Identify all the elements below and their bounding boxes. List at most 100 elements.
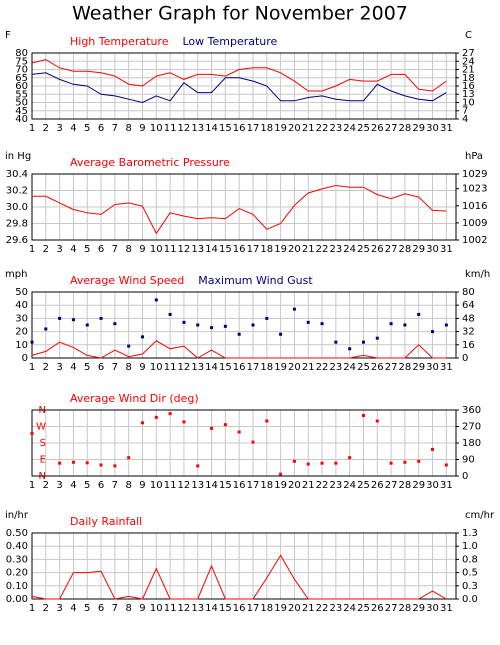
data-point: [140, 421, 144, 425]
data-point: [168, 312, 172, 316]
x-tick-label: 19: [274, 244, 287, 255]
y-tick-label: 29.6: [6, 235, 28, 246]
x-tick-label: 26: [371, 603, 384, 614]
data-point: [154, 415, 158, 419]
x-tick-label: 1: [29, 362, 35, 373]
y2-tick-label: 4: [462, 114, 468, 125]
x-tick-label: 26: [371, 244, 384, 255]
x-tick-label: 23: [329, 480, 342, 491]
data-point: [127, 344, 131, 348]
data-point: [375, 419, 379, 423]
x-tick-label: 30: [426, 480, 439, 491]
data-point: [389, 322, 393, 326]
data-point: [113, 322, 117, 326]
x-tick-label: 16: [233, 244, 246, 255]
y2-tick-label: 0.8: [462, 554, 478, 565]
data-point: [417, 459, 421, 463]
data-point: [85, 461, 89, 465]
x-tick-label: 16: [233, 603, 246, 614]
x-tick-label: 29: [412, 480, 425, 491]
x-tick-label: 5: [84, 244, 90, 255]
y-axis-unit: F: [5, 30, 11, 41]
data-point: [389, 461, 393, 465]
x-tick-label: 29: [412, 244, 425, 255]
y2-tick-label: 180: [462, 438, 481, 449]
x-tick-label: 24: [343, 603, 356, 614]
data-point: [292, 307, 296, 311]
x-tick-label: 15: [219, 123, 232, 134]
x-tick-label: 9: [139, 244, 145, 255]
x-tick-label: 14: [205, 123, 218, 134]
x-tick-label: 15: [219, 362, 232, 373]
x-tick-label: 21: [302, 603, 315, 614]
y-axis-unit: in/hr: [5, 510, 29, 521]
x-tick-label: 12: [178, 244, 191, 255]
y2-tick-label: 48: [462, 313, 475, 324]
x-tick-label: 2: [43, 244, 49, 255]
x-tick-label: 29: [412, 123, 425, 134]
x-tick-label: 25: [357, 244, 370, 255]
x-tick-label: 14: [205, 362, 218, 373]
y2-tick-label: 90: [462, 455, 475, 466]
plot-frame: [31, 173, 457, 241]
x-tick-label: 15: [219, 244, 232, 255]
x-tick-label: 7: [112, 480, 118, 491]
x-tick-label: 1: [29, 480, 35, 491]
x-tick-label: 28: [399, 244, 412, 255]
x-tick-label: 18: [260, 603, 273, 614]
x-tick-label: 20: [288, 362, 301, 373]
plot-frame: [31, 409, 457, 477]
y-tick-label: 0: [22, 353, 28, 364]
x-tick-label: 7: [112, 362, 118, 373]
y2-tick-label: 1023: [462, 184, 487, 195]
y2-tick-label: 64: [462, 300, 475, 311]
y2-tick-label: 13: [462, 89, 475, 100]
data-point: [265, 419, 269, 423]
x-tick-label: 17: [247, 123, 260, 134]
x-tick-label: 14: [205, 244, 218, 255]
y2-axis-unit: km/h: [465, 269, 490, 280]
data-point: [237, 332, 241, 336]
y-tick-label: 50: [15, 98, 28, 109]
x-tick-label: 13: [191, 362, 204, 373]
x-tick-label: 12: [178, 603, 191, 614]
x-tick-label: 3: [56, 362, 62, 373]
x-tick-label: 23: [329, 123, 342, 134]
x-tick-label: 28: [399, 123, 412, 134]
data-point: [85, 323, 89, 327]
y-tick-label: 20: [15, 327, 28, 338]
x-tick-label: 14: [205, 480, 218, 491]
x-tick-label: 23: [329, 603, 342, 614]
x-tick-label: 4: [70, 362, 76, 373]
y-tick-label: 40: [15, 114, 28, 125]
data-line: [32, 184, 447, 235]
x-tick-label: 15: [219, 603, 232, 614]
x-tick-label: 9: [139, 480, 145, 491]
x-tick-label: 25: [357, 123, 370, 134]
x-tick-label: 29: [412, 603, 425, 614]
x-tick-label: 1: [29, 244, 35, 255]
y2-tick-label: 32: [462, 327, 475, 338]
x-tick-label: 30: [426, 123, 439, 134]
y-tick-label: 30.0: [6, 202, 28, 213]
y2-axis-unit: hPa: [465, 151, 483, 162]
y2-tick-label: 21: [462, 65, 475, 76]
x-tick-label: 8: [125, 123, 131, 134]
x-tick-label: 16: [233, 123, 246, 134]
data-point: [444, 463, 448, 467]
x-tick-label: 6: [98, 244, 104, 255]
y2-tick-label: 24: [462, 56, 475, 67]
y-tick-label: 80: [15, 48, 28, 59]
x-tick-label: 24: [343, 123, 356, 134]
x-tick-label: 24: [343, 244, 356, 255]
x-tick-label: 10: [150, 362, 163, 373]
data-point: [113, 464, 117, 468]
x-tick-label: 5: [84, 603, 90, 614]
x-tick-label: 21: [302, 123, 315, 134]
legend-entry: High Temperature: [70, 35, 169, 48]
y2-tick-label: 1002: [462, 235, 487, 246]
data-point: [348, 347, 352, 351]
y-tick-label: 0.20: [6, 568, 28, 579]
x-tick-label: 2: [43, 123, 49, 134]
data-point: [334, 461, 338, 465]
